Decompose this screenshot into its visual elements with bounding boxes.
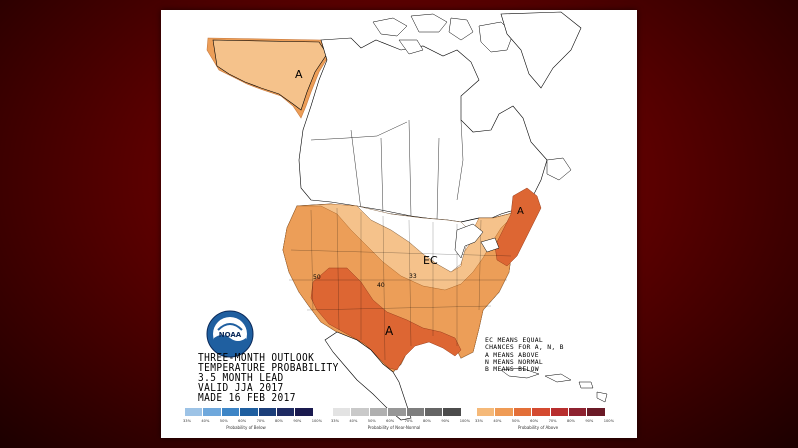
caribbean-islands <box>500 367 608 403</box>
below-scale-tick: 33% <box>183 419 191 423</box>
normal-scale-swatch <box>406 408 425 416</box>
normal-scale-swatch <box>424 408 444 416</box>
ec-region <box>356 205 472 273</box>
above-scale-swatch <box>550 408 569 416</box>
normal-scale-tick: 33% <box>331 419 339 423</box>
outlook-title-block: THREE-MONTH OUTLOOK TEMPERATURE PROBABIL… <box>198 351 339 405</box>
below-scale-ticks: 33% 40% 50% 60% 70% 80% 90% 100% <box>183 419 322 425</box>
legend-key-line-3: A MEANS ABOVE <box>485 350 539 359</box>
legend-key-line-2: CHANCES FOR A, N, B <box>485 343 564 352</box>
above-scale-swatch <box>495 408 514 416</box>
above-scale-swatch <box>587 408 606 416</box>
canada-outline <box>298 37 548 223</box>
normal-scale-title: Probability of Near-Normal <box>367 425 421 430</box>
normal-scale-tick: 50% <box>367 419 376 423</box>
northeast-above-region <box>494 187 542 267</box>
title-line-2: TEMPERATURE PROBABILITY <box>198 361 339 375</box>
above-scale-tick: 90% <box>585 419 594 423</box>
normal-scale-swatch <box>369 408 389 416</box>
normal-scale-swatch <box>388 408 407 416</box>
legend-key-line-4: N MEANS NORMAL <box>485 357 544 366</box>
above-scale-tick: 70% <box>548 419 557 423</box>
above-scale-swatch <box>513 408 533 416</box>
normal-scale-tick: 60% <box>386 419 395 423</box>
above-scale-tick: 50% <box>511 419 520 423</box>
normal-scale-swatch <box>333 408 352 416</box>
southwest-label: A <box>385 324 394 338</box>
above-scale-tick: 40% <box>493 419 502 423</box>
below-scale-tick: 60% <box>238 419 247 423</box>
below-color-scale <box>185 408 314 416</box>
title-line-1: THREE-MONTH OUTLOOK <box>198 351 315 365</box>
below-scale-swatch <box>258 408 277 416</box>
alaska-label: A <box>295 68 303 81</box>
title-line-3: 3.5 MONTH LEAD <box>198 372 284 385</box>
normal-scale-ticks: 33% 40% 50% 60% 70% 80% 90% 100% <box>331 419 470 425</box>
normal-scale-swatch <box>351 408 370 416</box>
noaa-logo: NOAA <box>206 310 254 358</box>
contour-33-label: 33 <box>409 273 417 280</box>
below-scale-tick: 80% <box>274 419 283 423</box>
normal-scale-tick: 70% <box>404 419 413 423</box>
below-scale-swatch <box>240 408 259 416</box>
below-scale-swatch <box>185 408 204 416</box>
contour-40-label: 40 <box>377 282 385 289</box>
normal-color-scale <box>333 408 462 416</box>
above-color-scale <box>477 408 606 416</box>
northeast-label: A <box>517 206 524 217</box>
below-scale-swatch <box>221 408 241 416</box>
province-lines <box>310 119 464 221</box>
below-scale-title: Probability of Below <box>226 425 266 430</box>
ec-label: EC <box>423 254 438 267</box>
above-scale-swatch <box>568 408 588 416</box>
legend-key-line-1: EC MEANS EQUAL <box>485 336 544 344</box>
title-line-5: MADE 16 FEB 2017 <box>198 392 296 405</box>
above-scale-swatch <box>477 408 496 416</box>
state-lines <box>289 207 512 361</box>
above-scale-tick: 33% <box>475 419 483 423</box>
normal-scale-tick: 40% <box>349 419 358 423</box>
normal-scale-tick: 90% <box>441 419 450 423</box>
newfoundland <box>546 157 572 181</box>
above-scale-tick: 100% <box>603 419 615 423</box>
mexico-outline <box>324 331 412 421</box>
normal-scale-tick: 80% <box>422 419 431 423</box>
below-scale-tick: 90% <box>293 419 302 423</box>
noaa-logo-text: NOAA <box>219 331 242 339</box>
greenland <box>500 11 582 89</box>
normal-scale-swatch <box>443 408 462 416</box>
below-scale-tick: 50% <box>219 419 228 423</box>
legend-key-line-5: B MEANS BELOW <box>485 365 539 374</box>
contour-50-label: 50 <box>313 274 321 281</box>
above-50-region <box>310 267 462 371</box>
below-scale-tick: 40% <box>201 419 210 423</box>
below-scale-tick: 100% <box>311 419 323 423</box>
title-line-4: VALID JJA 2017 <box>198 382 284 395</box>
normal-scale-tick: 100% <box>459 419 471 423</box>
above-scale-ticks: 33% 40% 50% 60% 70% 80% 90% 100% <box>475 419 614 425</box>
below-scale-swatch <box>203 408 222 416</box>
great-lakes <box>454 223 500 259</box>
above-scale-tick: 60% <box>530 419 539 423</box>
below-scale-swatch <box>295 408 314 416</box>
legend-key: EC MEANS EQUAL CHANCES FOR A, N, B A MEA… <box>485 336 564 374</box>
arctic-islands <box>372 13 514 55</box>
above-scale-title: Probability of Above <box>517 425 559 430</box>
forecast-slide: A A A EC 50 40 33 NOAA THREE-MONTH OUTLO… <box>161 10 637 438</box>
above-scale-tick: 80% <box>566 419 575 423</box>
below-scale-swatch <box>276 408 296 416</box>
below-scale-tick: 70% <box>256 419 265 423</box>
outlook-map <box>206 11 608 421</box>
above-scale-swatch <box>532 408 551 416</box>
